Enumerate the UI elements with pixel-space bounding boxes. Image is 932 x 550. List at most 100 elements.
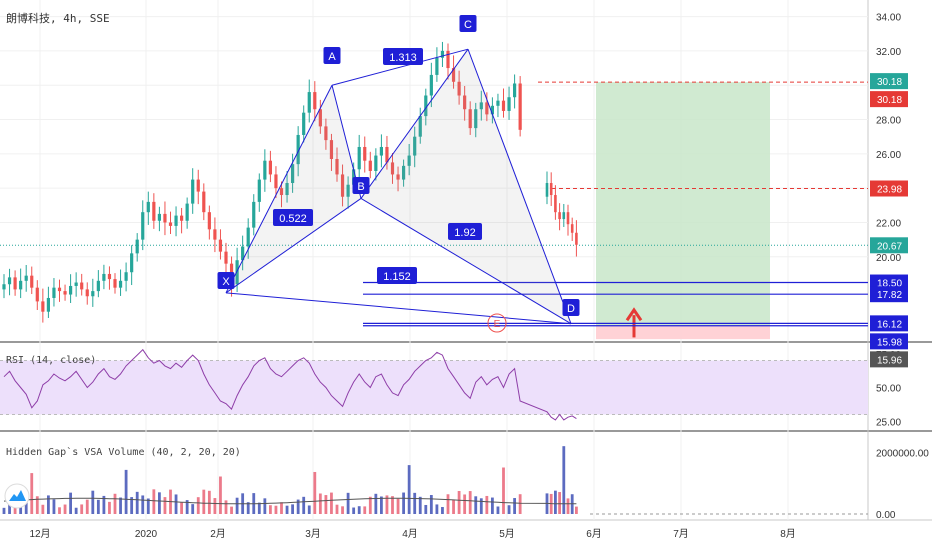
- volume-bar-67: [374, 493, 378, 514]
- candle-61-body: [340, 174, 345, 197]
- volume-bar-60: [335, 504, 339, 514]
- candle-80-body: [446, 50, 450, 69]
- candle-29-body: [163, 213, 167, 223]
- volume-bar-62: [346, 492, 350, 514]
- volume-bar-58: [324, 495, 328, 514]
- candle-69-body: [385, 146, 389, 163]
- harmonic-pattern[interactable]: 1.313 0.522 1.92 1.152 X A B C D E: [217, 15, 580, 333]
- volume-bar-52: [291, 504, 294, 514]
- ratio-label-ab-cd-box: [383, 48, 423, 65]
- time-tick-label: 6月: [586, 528, 602, 540]
- level-lines: [0, 81, 868, 327]
- volume-bar-78: [435, 504, 439, 514]
- volume-bar-79: [441, 507, 444, 514]
- price-level-tag: 30.18: [877, 77, 902, 88]
- candle-37-body: [207, 212, 211, 230]
- volume-bar-34: [191, 504, 195, 514]
- candle-81-body: [451, 68, 456, 82]
- volume-bar-56: [313, 471, 317, 514]
- ratio-label-xab: 0.522: [279, 213, 307, 225]
- price-level-tag-box: [870, 351, 908, 368]
- candle-53-body: [296, 134, 300, 165]
- price-tick-label: 20.00: [876, 253, 901, 264]
- tradingview-logo-icon[interactable]: [4, 483, 30, 509]
- point-label-D-box: [562, 299, 580, 316]
- candle-52-body: [291, 164, 295, 184]
- candle-15-body: [85, 289, 89, 297]
- volume-bar-11: [63, 504, 67, 514]
- candle-74-body: [413, 136, 417, 156]
- candle-59-body: [329, 140, 334, 159]
- rsi-band: [0, 360, 868, 415]
- volume-bar-12: [69, 492, 72, 514]
- candle-gap-0-body: [545, 183, 549, 197]
- candle-57-body: [318, 109, 322, 127]
- candle-48-body: [268, 160, 272, 175]
- candle-19-body: [107, 273, 112, 280]
- volume-bar-98: [562, 446, 566, 514]
- volume-bar-8: [47, 495, 50, 514]
- volume-bar-24: [135, 491, 139, 514]
- volume-bar-0: [2, 507, 6, 514]
- point-label-B-box: [352, 177, 370, 194]
- volume-bar-51: [285, 505, 289, 514]
- volume-bar-10: [58, 507, 61, 514]
- candle-35-body: [196, 179, 200, 192]
- point-label-C-box: [459, 15, 477, 32]
- candle-14-body: [80, 282, 84, 290]
- candle-11-body: [63, 291, 67, 295]
- candle-7-body: [41, 301, 45, 312]
- price-axis[interactable]: 34.0032.0030.0028.0026.0024.0022.0020.00…: [870, 13, 908, 368]
- candle-4-body: [24, 275, 28, 281]
- volume-bar-74: [413, 492, 417, 514]
- volume-bar-6: [35, 496, 39, 514]
- price-level-tag: 18.50: [877, 279, 902, 290]
- point-label-A: A: [328, 51, 336, 63]
- volume-pane[interactable]: [0, 432, 868, 520]
- point-label-D: D: [567, 303, 575, 315]
- price-level-tag: 17.82: [877, 290, 902, 301]
- position-zones: [596, 82, 770, 340]
- candle-gap-4-body: [562, 212, 566, 220]
- candle-68-body: [379, 146, 383, 156]
- candle-71-body: [396, 174, 400, 180]
- volume-bar-86: [479, 498, 483, 514]
- marker-e-label: E: [494, 319, 501, 330]
- candle-70-body: [390, 162, 395, 175]
- price-level-tag-box: [870, 333, 908, 350]
- time-tick-label: 4月: [402, 528, 418, 540]
- candle-gap-1-body: [549, 183, 553, 196]
- candle-38-body: [213, 229, 217, 240]
- volume-bar-101: [575, 506, 578, 514]
- volume-bar-93: [518, 494, 522, 514]
- bcd-triangle: [361, 49, 571, 324]
- volume-bar-63: [352, 507, 356, 514]
- volume-bar-46: [257, 502, 261, 514]
- candle-47-body: [263, 160, 267, 180]
- volume-bar-35: [196, 497, 200, 514]
- volume-bar-47: [263, 498, 267, 514]
- price-level-tag: 15.96: [877, 355, 902, 366]
- volume-bar-76: [424, 504, 428, 514]
- volume-bar-90: [502, 467, 505, 514]
- time-axis[interactable]: 12月 2020 2月 3月 4月 5月 6月 7月 8月: [29, 528, 795, 540]
- candle-82-body: [457, 81, 461, 96]
- point-label-X: X: [222, 276, 230, 288]
- candle-50-body: [279, 188, 284, 196]
- volume-bar-18: [102, 495, 106, 514]
- candle-87-body: [485, 102, 489, 115]
- ratio-label-ab-cd: 1.313: [389, 52, 417, 64]
- price-level-tag-box: [870, 73, 908, 90]
- volume-bar-48: [269, 505, 272, 514]
- rsi-tick-label: 50.00: [876, 384, 901, 395]
- pattern-leg-BC: [360, 48, 469, 199]
- candle-gap-5-body: [566, 212, 570, 225]
- volume-bar-4: [24, 500, 28, 514]
- point-label-X-box: [217, 272, 235, 289]
- volume-bar-77: [429, 495, 433, 514]
- candle-12-body: [69, 285, 73, 295]
- volume-bar-17: [96, 499, 100, 514]
- candle-75-body: [418, 116, 422, 137]
- volume-bar-26: [146, 498, 150, 514]
